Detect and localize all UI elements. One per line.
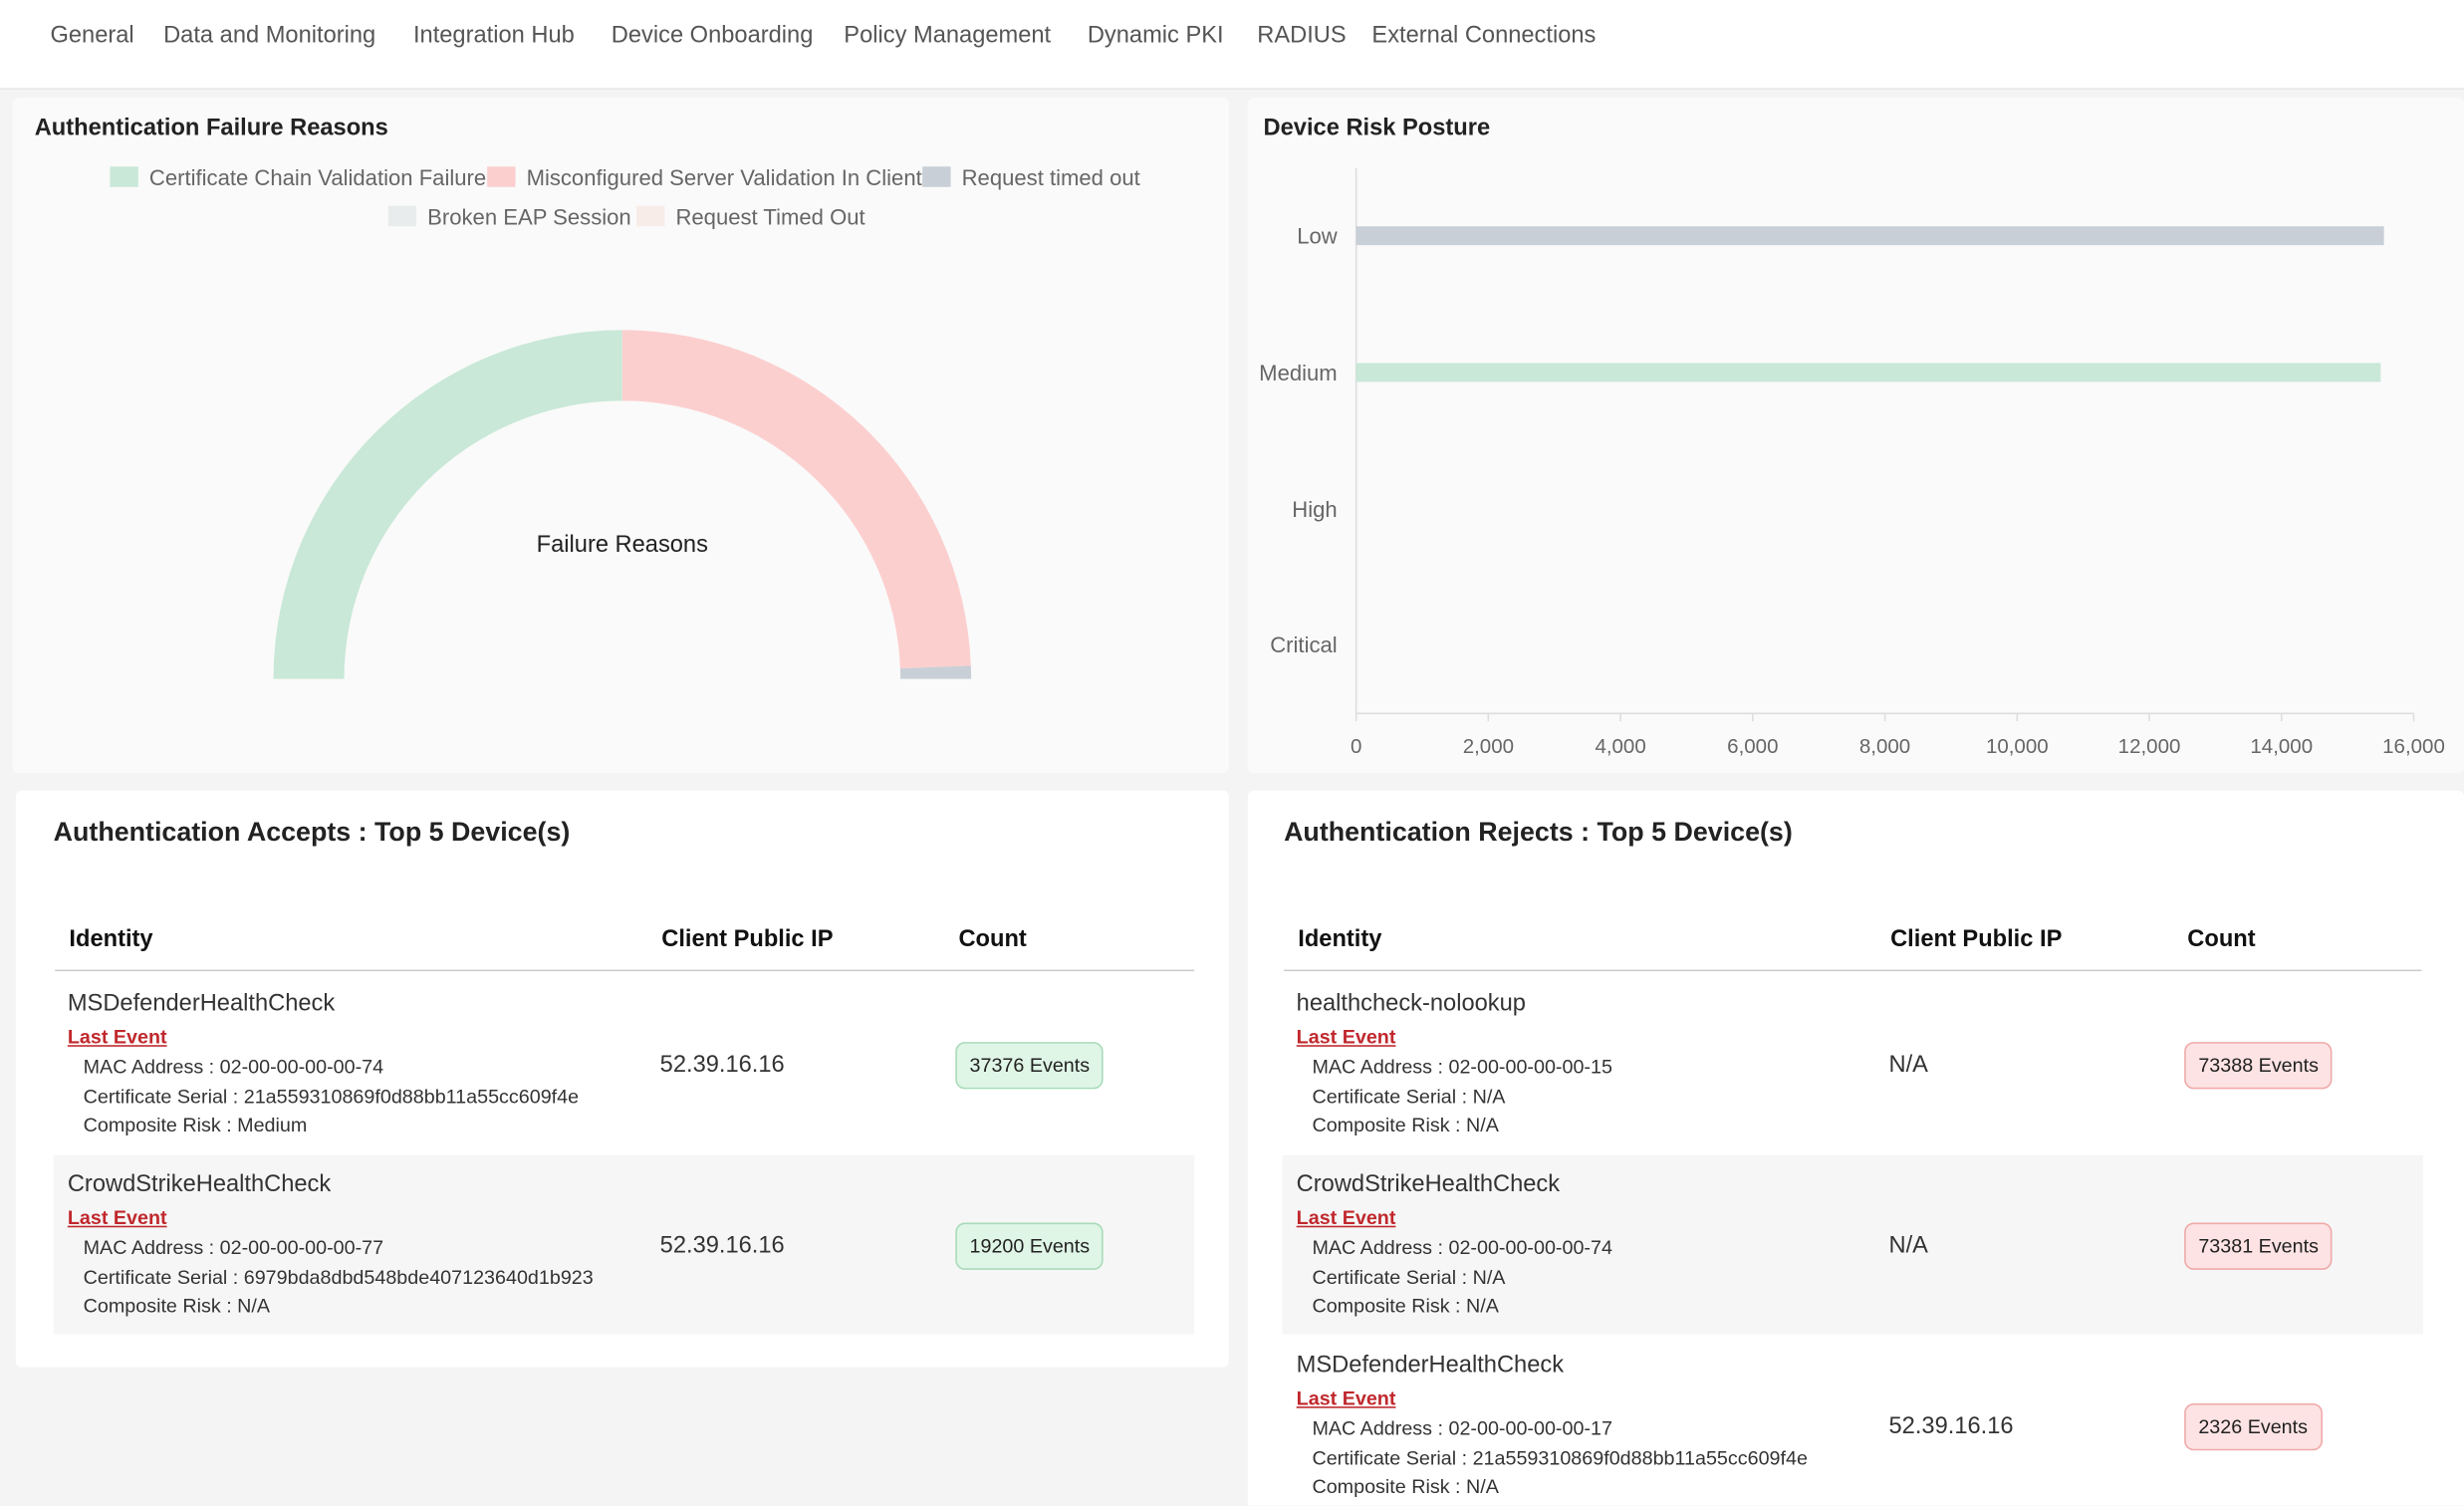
table-row: MSDefenderHealthCheck Last Event MAC Addre… — [53, 974, 1195, 1154]
device-detail: MAC Address : 02-00-00-00-00-74 — [1312, 1236, 1612, 1259]
device-detail: Certificate Serial : 6979bda8dbd548bde40… — [83, 1265, 594, 1289]
count-badge: 73381 Events — [2184, 1222, 2334, 1270]
last-event-link[interactable]: Last Event — [1296, 1387, 1396, 1410]
column-header: Count — [958, 925, 1027, 953]
last-event-link[interactable]: Last Event — [1296, 1026, 1396, 1049]
count-badge: 19200 Events — [955, 1222, 1105, 1270]
client-ip: 52.39.16.16 — [659, 1051, 785, 1079]
column-header: Client Public IP — [661, 925, 834, 953]
identity: MSDefenderHealthCheck — [1296, 1351, 1565, 1379]
device-detail: Certificate Serial : N/A — [1312, 1265, 1506, 1289]
nav-tab[interactable]: Integration Hub — [412, 22, 575, 49]
device-detail: Composite Risk : Medium — [83, 1114, 308, 1136]
table-title: Authentication Rejects : Top 5 Device(s) — [1284, 817, 1793, 848]
device-detail: Certificate Serial : 21a559310869f0d88bb… — [1312, 1446, 1808, 1469]
nav-tab[interactable]: External Connections — [1371, 22, 1597, 49]
rejects-panel: Authentication Rejects : Top 5 Device(s)… — [1247, 790, 2464, 1506]
last-event-link[interactable]: Last Event — [67, 1026, 167, 1049]
nav-tab[interactable]: Data and Monitoring — [163, 22, 376, 49]
nav-tab[interactable]: Policy Management — [844, 22, 1052, 49]
table-row: CrowdStrikeHealthCheck Last Event MAC Addr… — [53, 1154, 1195, 1335]
device-detail: MAC Address : 02-00-00-00-00-74 — [83, 1056, 384, 1079]
column-header: Identity — [69, 925, 153, 953]
client-ip: 52.39.16.16 — [1888, 1412, 2014, 1440]
failure-panel: Authentication Failure Reasons — [12, 97, 1229, 774]
device-detail: MAC Address : 02-00-00-00-00-17 — [1312, 1417, 1612, 1440]
device-detail: MAC Address : 02-00-00-00-00-15 — [1312, 1056, 1612, 1079]
table-row: MSDefenderHealthCheck Last Event MAC Addre… — [1282, 1336, 2423, 1506]
device-detail: Certificate Serial : N/A — [1312, 1085, 1506, 1108]
identity: CrowdStrikeHealthCheck — [1296, 1170, 1561, 1198]
accepts-panel: Authentication Accepts : Top 5 Device(s)… — [15, 790, 1229, 1368]
table-title: Authentication Accepts : Top 5 Device(s) — [53, 817, 571, 848]
nav-tab[interactable]: RADIUS — [1257, 22, 1347, 49]
identity: healthcheck-nolookup — [1296, 990, 1526, 1017]
device-detail: MAC Address : 02-00-00-00-00-77 — [83, 1236, 384, 1259]
device-detail: Composite Risk : N/A — [1312, 1475, 1499, 1498]
identity: MSDefenderHealthCheck — [67, 990, 336, 1017]
device-detail: Composite Risk : N/A — [83, 1295, 271, 1318]
column-header: Client Public IP — [1890, 925, 2063, 953]
count-badge: 2326 Events — [2184, 1402, 2323, 1451]
nav-tab[interactable]: Device Onboarding — [611, 22, 814, 49]
panel-title: Device Risk Posture — [1263, 115, 1491, 142]
nav-tab[interactable]: Dynamic PKI — [1087, 22, 1224, 49]
count-badge: 37376 Events — [955, 1042, 1105, 1090]
table-row: CrowdStrikeHealthCheck Last Event MAC Addr… — [1282, 1154, 2423, 1335]
device-detail: Certificate Serial : 21a559310869f0d88bb… — [83, 1085, 580, 1108]
header-rule — [55, 969, 1195, 972]
client-ip: N/A — [1888, 1231, 1928, 1259]
table-row: healthcheck-nolookup Last Event MAC Addres… — [1282, 974, 2423, 1154]
last-event-link[interactable]: Last Event — [1296, 1206, 1396, 1229]
risk-panel: Device Risk Posture — [1247, 97, 2464, 774]
header-rule — [1284, 969, 2422, 972]
client-ip: 52.39.16.16 — [659, 1231, 785, 1259]
client-ip: N/A — [1888, 1051, 1928, 1079]
column-header: Count — [2187, 925, 2256, 953]
device-detail: Composite Risk : N/A — [1312, 1295, 1499, 1318]
device-detail: Composite Risk : N/A — [1312, 1114, 1499, 1136]
panel-title: Authentication Failure Reasons — [34, 115, 388, 142]
identity: CrowdStrikeHealthCheck — [67, 1170, 332, 1198]
last-event-link[interactable]: Last Event — [67, 1206, 167, 1229]
nav-bar: General Data and Monitoring Integration Hu… — [0, 0, 2464, 90]
count-badge: 73388 Events — [2184, 1042, 2334, 1090]
column-header: Identity — [1298, 925, 1382, 953]
nav-tab[interactable]: General — [50, 22, 134, 49]
